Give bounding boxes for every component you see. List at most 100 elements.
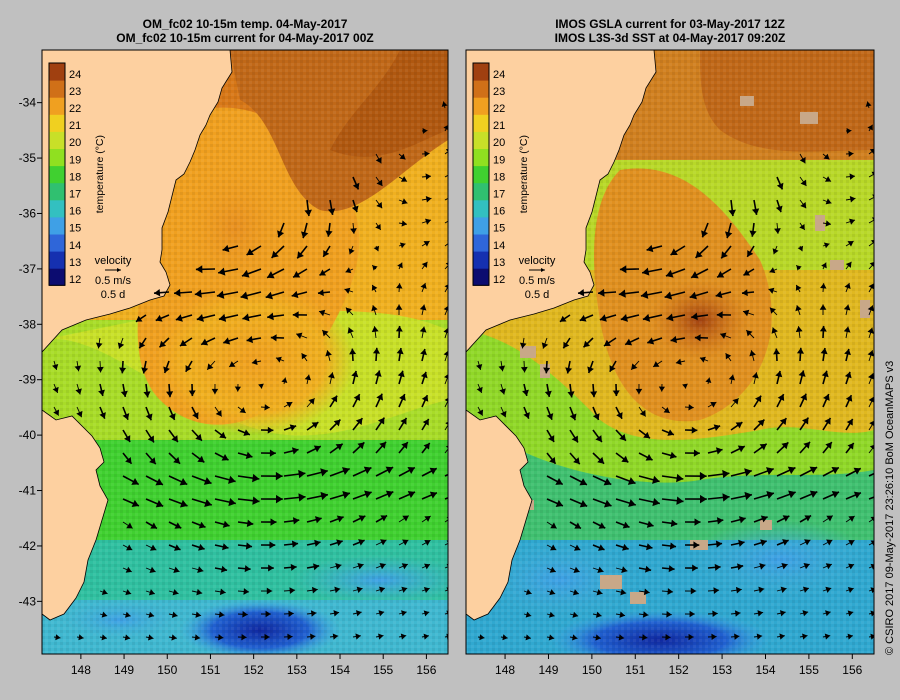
- velocity-arrowhead: [781, 442, 789, 450]
- velocity-arrowhead: [665, 269, 674, 278]
- velocity-arrowhead: [544, 390, 552, 397]
- velocity-arrowhead: [717, 270, 725, 278]
- velocity-arrowhead: [101, 589, 108, 595]
- velocity-arrowhead: [424, 563, 431, 570]
- tasmania-right: [466, 409, 533, 621]
- velocity-arrowhead: [296, 332, 303, 340]
- velocity-arrowhead: [603, 499, 612, 508]
- velocity-arrowhead: [52, 363, 59, 370]
- velocity-arrowhead: [336, 515, 344, 523]
- velocity-arrowhead: [749, 350, 756, 357]
- velocity-arrowhead: [848, 539, 855, 546]
- velocity-arrowhead: [820, 283, 827, 289]
- velocity-arrowhead: [642, 634, 648, 641]
- colorbar-tick-label: 13: [69, 257, 81, 269]
- velocity-arrowhead: [599, 314, 607, 322]
- velocity-arrowhead: [96, 366, 104, 373]
- velocity-arrowhead: [341, 467, 350, 476]
- velocity-arrowhead: [131, 499, 139, 508]
- velocity-arrowhead: [868, 373, 874, 380]
- velocity-arrowhead: [870, 516, 874, 522]
- velocity-arrowhead: [846, 128, 852, 134]
- velocity-arrowhead: [598, 522, 606, 529]
- velocity-arrowhead: [376, 201, 383, 209]
- velocity-arrowhead: [666, 611, 672, 618]
- velocity-arrowhead: [573, 457, 580, 465]
- velocity-arrowhead: [364, 490, 372, 499]
- velocity-arrowhead: [289, 587, 296, 594]
- velocity-arrowhead: [452, 469, 459, 476]
- velocity-arrowhead: [269, 541, 276, 549]
- velocity-arrow: [444, 473, 448, 477]
- velocity-arrowhead: [871, 171, 874, 177]
- velocity-arrowhead: [314, 539, 321, 547]
- velocity-arrowhead: [222, 520, 230, 528]
- velocity-arrowhead: [242, 313, 250, 322]
- lat-tick-label: -38: [19, 317, 37, 331]
- lon-tick-label: 151: [200, 663, 220, 677]
- velocity-arrowhead: [98, 389, 105, 396]
- colorbar-tick-label: 20: [493, 137, 505, 149]
- velocity-arrowhead: [422, 418, 429, 426]
- velocity-key-label: velocity: [519, 255, 556, 267]
- velocity-arrowhead: [663, 407, 670, 413]
- velocity-arrowhead: [375, 157, 382, 164]
- velocity-arrowhead: [715, 447, 723, 455]
- velocity-arrowhead: [441, 101, 448, 107]
- velocity-arrowhead: [175, 314, 183, 322]
- lon-tick-label: 153: [287, 663, 307, 677]
- velocity-arrowhead: [78, 634, 84, 641]
- australia-coast-right: [466, 50, 657, 353]
- velocity-arrow: [444, 542, 448, 546]
- velocity-arrowhead: [844, 282, 851, 290]
- velocity-arrowhead: [525, 611, 532, 618]
- velocity-arrowhead: [525, 634, 531, 641]
- velocity-arrowhead: [625, 338, 633, 346]
- colorbar-swatch: [49, 63, 65, 81]
- velocity-arrowhead: [720, 332, 727, 340]
- lat-tick-label: -42: [19, 539, 37, 553]
- velocity-arrowhead: [145, 413, 153, 421]
- colorbar-label: temperature (°C): [94, 135, 106, 213]
- velocity-arrowhead: [356, 586, 363, 593]
- velocity-key-left: velocity 0.5 m/s 0.5 d: [95, 255, 132, 301]
- velocity-arrowhead: [380, 515, 388, 522]
- lon-tick-label: 151: [625, 663, 645, 677]
- lon-tick-label: 154: [755, 663, 775, 677]
- colorbar-tick-label: 18: [69, 171, 81, 183]
- velocity-arrow: [444, 220, 448, 224]
- velocity-arrowhead: [117, 342, 125, 349]
- colorbar-swatch: [473, 216, 489, 235]
- velocity-arrowhead: [847, 610, 854, 617]
- colorbar-tick-label: 16: [69, 206, 81, 218]
- velocity-arrowhead: [523, 412, 530, 419]
- velocity-arrowhead: [141, 367, 149, 374]
- velocity-arrowhead: [522, 389, 529, 396]
- velocity-arrowhead: [865, 101, 872, 107]
- velocity-arrowhead: [443, 327, 448, 334]
- velocity-arrowhead: [699, 494, 707, 504]
- velocity-arrowhead: [825, 610, 831, 617]
- velocity-arrowhead: [155, 478, 163, 486]
- velocity-arrowhead: [269, 449, 276, 457]
- velocity-arrowhead: [869, 148, 874, 155]
- velocity-arrowhead: [725, 353, 732, 360]
- velocity-arrowhead: [139, 341, 146, 349]
- tasmania-left: [42, 409, 109, 621]
- velocity-arrowhead: [796, 347, 805, 354]
- velocity-arrowhead: [355, 418, 363, 426]
- velocity-arrowhead: [519, 342, 527, 349]
- velocity-arrowhead: [777, 394, 785, 402]
- velocity-arrowhead: [780, 586, 787, 593]
- velocity-arrow: [444, 497, 448, 500]
- lon-tick-label: 154: [330, 663, 350, 677]
- velocity-arrowhead: [646, 520, 654, 528]
- velocity-arrowhead: [765, 467, 774, 476]
- velocity-arrowhead: [243, 429, 250, 436]
- velocity-arrowhead: [848, 563, 855, 570]
- velocity-arrowhead: [325, 350, 332, 357]
- velocity-arrowhead: [728, 209, 736, 217]
- velocity-arrowhead: [443, 125, 448, 131]
- colorbar-tick-label: 18: [493, 171, 505, 183]
- velocity-arrowhead: [171, 435, 178, 443]
